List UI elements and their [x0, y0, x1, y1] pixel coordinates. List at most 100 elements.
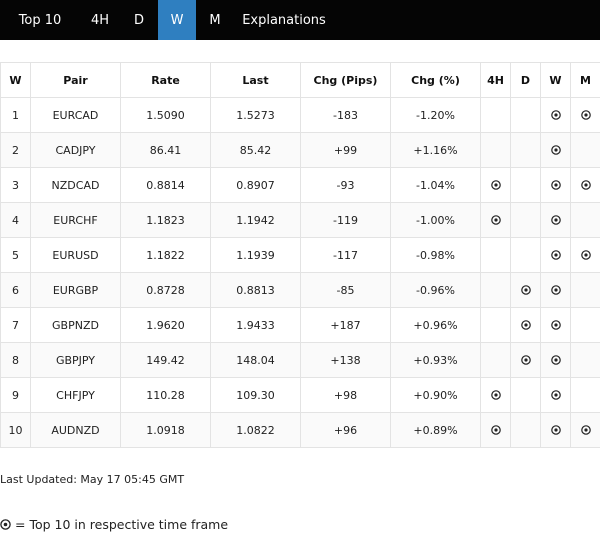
- cell-pair: GBPNZD: [30, 307, 121, 343]
- table-header-row: W Pair Rate Last Chg (Pips) Chg (%) 4H D…: [0, 62, 600, 98]
- cell-w: [540, 97, 571, 133]
- header-rank: W: [0, 62, 31, 98]
- cell-4h: [480, 132, 511, 168]
- cell-rank: 3: [0, 167, 31, 203]
- circled-dot-icon: [0, 519, 11, 530]
- cell-d: [510, 132, 541, 168]
- cell-rank: 10: [0, 412, 31, 448]
- circled-dot-icon: [490, 180, 501, 190]
- header-d: D: [510, 62, 541, 98]
- cell-rate: 86.41: [120, 132, 211, 168]
- cell-w: [540, 412, 571, 448]
- cell-d: [510, 167, 541, 203]
- tab-4h[interactable]: 4H: [90, 12, 110, 28]
- cell-rank: 2: [0, 132, 31, 168]
- header-pair: Pair: [30, 62, 121, 98]
- cell-pair: EURCHF: [30, 202, 121, 238]
- cell-chg-pct: -0.98%: [390, 237, 481, 273]
- circled-dot-icon: [490, 425, 501, 435]
- circled-dot-icon: [550, 425, 561, 435]
- circled-dot-icon: [520, 320, 531, 330]
- table-row: 9 CHFJPY 110.28 109.30 +98 +0.90%: [0, 377, 600, 413]
- cell-pair: GBPJPY: [30, 342, 121, 378]
- cell-pair: NZDCAD: [30, 167, 121, 203]
- circled-dot-icon: [580, 425, 591, 435]
- cell-4h: [480, 342, 511, 378]
- table-row: 4 EURCHF 1.1823 1.1942 -119 -1.00%: [0, 202, 600, 238]
- tab-explanations[interactable]: Explanations: [242, 12, 326, 28]
- cell-w: [540, 272, 571, 308]
- cell-rank: 7: [0, 307, 31, 343]
- cell-last: 148.04: [210, 342, 301, 378]
- cell-m: [570, 237, 600, 273]
- cell-m: [570, 272, 600, 308]
- cell-rate: 149.42: [120, 342, 211, 378]
- cell-w: [540, 377, 571, 413]
- cell-rank: 6: [0, 272, 31, 308]
- header-w: W: [540, 62, 571, 98]
- cell-w: [540, 202, 571, 238]
- cell-chg-pct: +1.16%: [390, 132, 481, 168]
- cell-chg-pips: +138: [300, 342, 391, 378]
- tab-d[interactable]: D: [133, 12, 144, 28]
- cell-last: 1.0822: [210, 412, 301, 448]
- cell-chg-pips: +187: [300, 307, 391, 343]
- cell-4h: [480, 237, 511, 273]
- tab-top-10[interactable]: Top 10: [18, 12, 62, 28]
- header-m: M: [570, 62, 600, 98]
- circled-dot-icon: [580, 180, 591, 190]
- cell-d: [510, 412, 541, 448]
- circled-dot-icon: [520, 355, 531, 365]
- legend-text: = Top 10 in respective time frame: [15, 517, 229, 532]
- cell-rank: 4: [0, 202, 31, 238]
- cell-d: [510, 272, 541, 308]
- cell-w: [540, 167, 571, 203]
- cell-pair: AUDNZD: [30, 412, 121, 448]
- cell-w: [540, 307, 571, 343]
- circled-dot-icon: [490, 215, 501, 225]
- table-row: 2 CADJPY 86.41 85.42 +99 +1.16%: [0, 132, 600, 168]
- header-chg-pct: Chg (%): [390, 62, 481, 98]
- cell-chg-pct: +0.89%: [390, 412, 481, 448]
- circled-dot-icon: [520, 285, 531, 295]
- circled-dot-icon: [550, 390, 561, 400]
- cell-4h: [480, 377, 511, 413]
- cell-chg-pips: -183: [300, 97, 391, 133]
- circled-dot-icon: [550, 285, 561, 295]
- header-rate: Rate: [120, 62, 211, 98]
- cell-last: 0.8813: [210, 272, 301, 308]
- cell-w: [540, 237, 571, 273]
- header-4h: 4H: [480, 62, 511, 98]
- cell-last: 109.30: [210, 377, 301, 413]
- header-last: Last: [210, 62, 301, 98]
- cell-w: [540, 342, 571, 378]
- circled-dot-icon: [580, 110, 591, 120]
- cell-chg-pips: -93: [300, 167, 391, 203]
- cell-rate: 1.1822: [120, 237, 211, 273]
- cell-d: [510, 342, 541, 378]
- cell-rank: 1: [0, 97, 31, 133]
- cell-4h: [480, 97, 511, 133]
- table-row: 6 EURGBP 0.8728 0.8813 -85 -0.96%: [0, 272, 600, 308]
- table-row: 5 EURUSD 1.1822 1.1939 -117 -0.98%: [0, 237, 600, 273]
- circled-dot-icon: [490, 390, 501, 400]
- cell-m: [570, 132, 600, 168]
- top-nav: Top 10 4H D W M Explanations: [0, 0, 600, 40]
- cell-d: [510, 307, 541, 343]
- cell-m: [570, 412, 600, 448]
- circled-dot-icon: [550, 215, 561, 225]
- tab-w[interactable]: W: [158, 0, 196, 40]
- table-row: 3 NZDCAD 0.8814 0.8907 -93 -1.04%: [0, 167, 600, 203]
- cell-pair: EURGBP: [30, 272, 121, 308]
- cell-rank: 8: [0, 342, 31, 378]
- cell-rate: 1.9620: [120, 307, 211, 343]
- cell-m: [570, 342, 600, 378]
- tab-m[interactable]: M: [209, 12, 221, 28]
- cell-d: [510, 202, 541, 238]
- cell-pair: EURUSD: [30, 237, 121, 273]
- circled-dot-icon: [550, 320, 561, 330]
- table-row: 10 AUDNZD 1.0918 1.0822 +96 +0.89%: [0, 412, 600, 448]
- cell-d: [510, 97, 541, 133]
- cell-4h: [480, 167, 511, 203]
- top-pairs-table: W Pair Rate Last Chg (Pips) Chg (%) 4H D…: [0, 62, 600, 448]
